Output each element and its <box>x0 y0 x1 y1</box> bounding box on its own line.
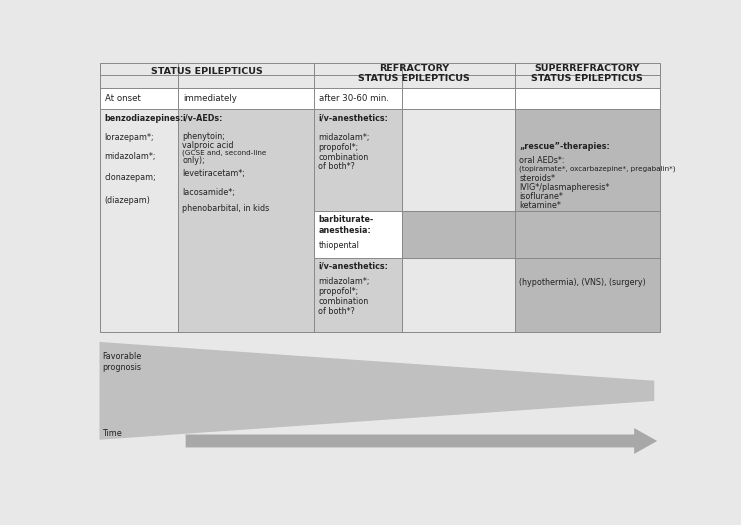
Text: propofol*;: propofol*; <box>319 143 359 152</box>
Text: lacosamide*;: lacosamide*; <box>182 187 235 196</box>
Text: At onset: At onset <box>105 94 141 103</box>
Text: combination: combination <box>319 153 368 162</box>
Text: thiopental: thiopental <box>319 241 359 250</box>
Bar <box>99 63 660 88</box>
Text: of both*?: of both*? <box>319 307 355 316</box>
Text: midazolam*;: midazolam*; <box>319 133 370 142</box>
Text: phenytoin;: phenytoin; <box>182 132 225 141</box>
Text: levetiracetam*;: levetiracetam*; <box>182 170 245 179</box>
Text: of both*?: of both*? <box>319 162 355 172</box>
Bar <box>402 110 515 211</box>
Text: SUPERREFRACTORY
STATUS EPILEPTICUS: SUPERREFRACTORY STATUS EPILEPTICUS <box>531 64 643 83</box>
Text: phenobarbital, in kids: phenobarbital, in kids <box>182 205 270 214</box>
Text: ketamine*: ketamine* <box>519 201 561 210</box>
Text: i/v-anesthetics:: i/v-anesthetics: <box>319 262 388 271</box>
Text: only);: only); <box>182 156 205 165</box>
Text: anesthesia:: anesthesia: <box>319 226 371 235</box>
Bar <box>313 110 402 211</box>
Text: REFRACTORY
STATUS EPILEPTICUS: REFRACTORY STATUS EPILEPTICUS <box>359 64 470 83</box>
Bar <box>178 110 313 332</box>
Polygon shape <box>99 342 654 440</box>
Text: „rescue”-therapies:: „rescue”-therapies: <box>519 142 610 151</box>
Text: barbiturate-: barbiturate- <box>319 215 373 224</box>
Text: clonazepam;: clonazepam; <box>104 173 156 182</box>
Text: lorazepam*;: lorazepam*; <box>104 133 153 142</box>
Text: (hypothermia), (VNS), (surgery): (hypothermia), (VNS), (surgery) <box>519 278 646 287</box>
Text: (topiramate*, oxcarbazepine*, pregabalin*): (topiramate*, oxcarbazepine*, pregabalin… <box>519 165 676 172</box>
Text: STATUS EPILEPTICUS: STATUS EPILEPTICUS <box>150 67 262 76</box>
Text: midazolam*;: midazolam*; <box>319 277 370 286</box>
Text: oral AEDs*:: oral AEDs*: <box>519 156 565 165</box>
Text: after 30-60 min.: after 30-60 min. <box>319 94 390 103</box>
Bar <box>402 258 515 332</box>
Bar <box>313 258 402 332</box>
Text: i/v-AEDs:: i/v-AEDs: <box>182 113 222 122</box>
Text: i/v-anesthetics:: i/v-anesthetics: <box>319 113 388 122</box>
Text: (GCSE and, second-line: (GCSE and, second-line <box>182 149 267 155</box>
Bar <box>313 211 402 258</box>
Text: (diazepam): (diazepam) <box>104 196 150 205</box>
Text: combination: combination <box>319 298 368 307</box>
Bar <box>99 88 660 110</box>
Bar <box>99 63 660 332</box>
Text: IVIG*/plasmapheresis*: IVIG*/plasmapheresis* <box>519 183 610 192</box>
Text: steroids*: steroids* <box>519 174 555 183</box>
Text: propofol*;: propofol*; <box>319 287 359 296</box>
Text: valproic acid: valproic acid <box>182 141 233 150</box>
Bar <box>515 110 660 332</box>
Text: benzodiazepines:: benzodiazepines: <box>104 113 183 122</box>
Bar <box>99 110 178 332</box>
Text: midazolam*;: midazolam*; <box>104 152 156 161</box>
Text: immediately: immediately <box>183 94 237 103</box>
Bar <box>402 211 515 258</box>
Text: Time: Time <box>102 429 122 438</box>
Text: isoflurane*: isoflurane* <box>519 192 563 201</box>
Text: Favorable
prognosis: Favorable prognosis <box>102 352 142 372</box>
Polygon shape <box>186 428 657 454</box>
